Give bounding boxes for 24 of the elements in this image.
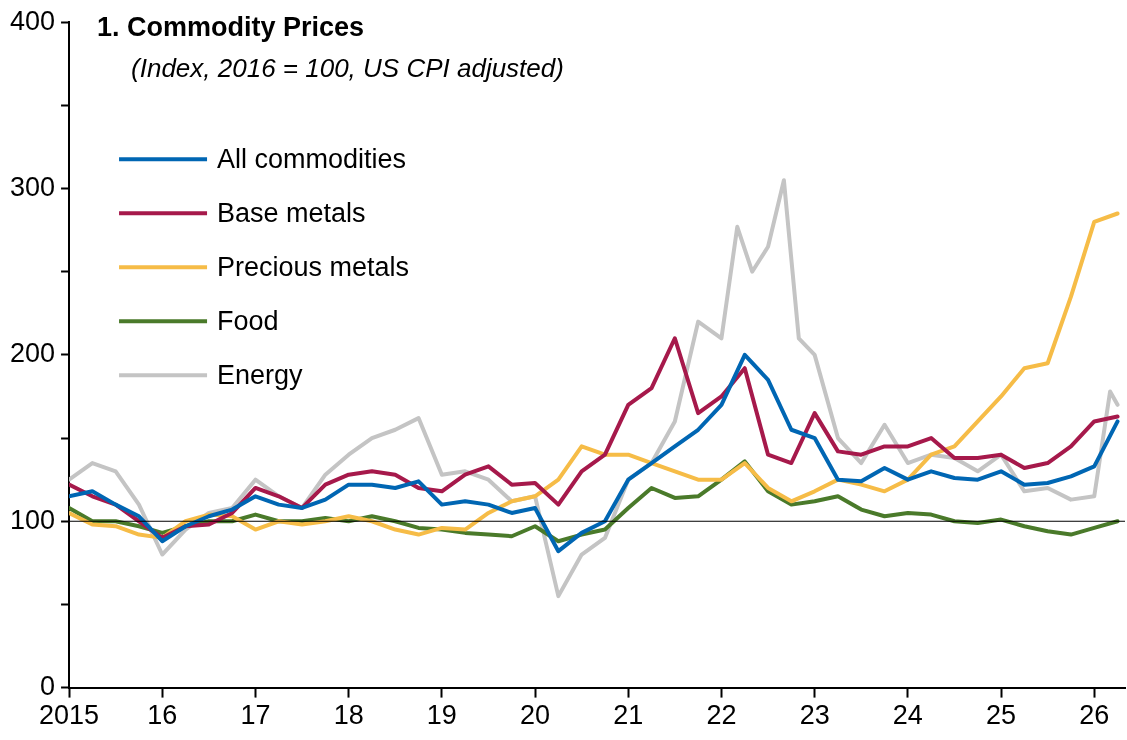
x-tick-label: 23 [799,700,830,731]
chart-title: 1. Commodity Prices [97,11,365,42]
legend-label: Food [217,305,279,336]
x-tick-label: 22 [706,700,737,731]
x-tick-label: 19 [426,700,457,731]
y-tick-label: 100 [9,504,56,535]
x-tick-label: 21 [613,700,644,731]
x-tick-label: 18 [333,700,364,731]
x-tick-label: 24 [892,700,923,731]
y-tick-label: 200 [9,338,56,369]
x-tick-label: 26 [1079,700,1110,731]
y-tick-label: 0 [40,671,56,702]
x-tick-label: 25 [986,700,1017,731]
x-tick-label: 2015 [39,700,100,731]
y-tick-label: 400 [9,5,56,36]
y-tick-label: 300 [9,172,56,202]
x-tick-label: 17 [240,700,271,731]
legend-label: All commodities [217,143,407,174]
x-tick-label: 20 [520,700,551,731]
x-tick-label: 16 [147,700,178,731]
legend-label: Precious metals [217,251,410,282]
legend-label: Base metals [217,197,366,228]
legend-label: Energy [217,359,304,390]
text: (Index, 2016 = 100, US CPI adjusted) [131,53,564,84]
